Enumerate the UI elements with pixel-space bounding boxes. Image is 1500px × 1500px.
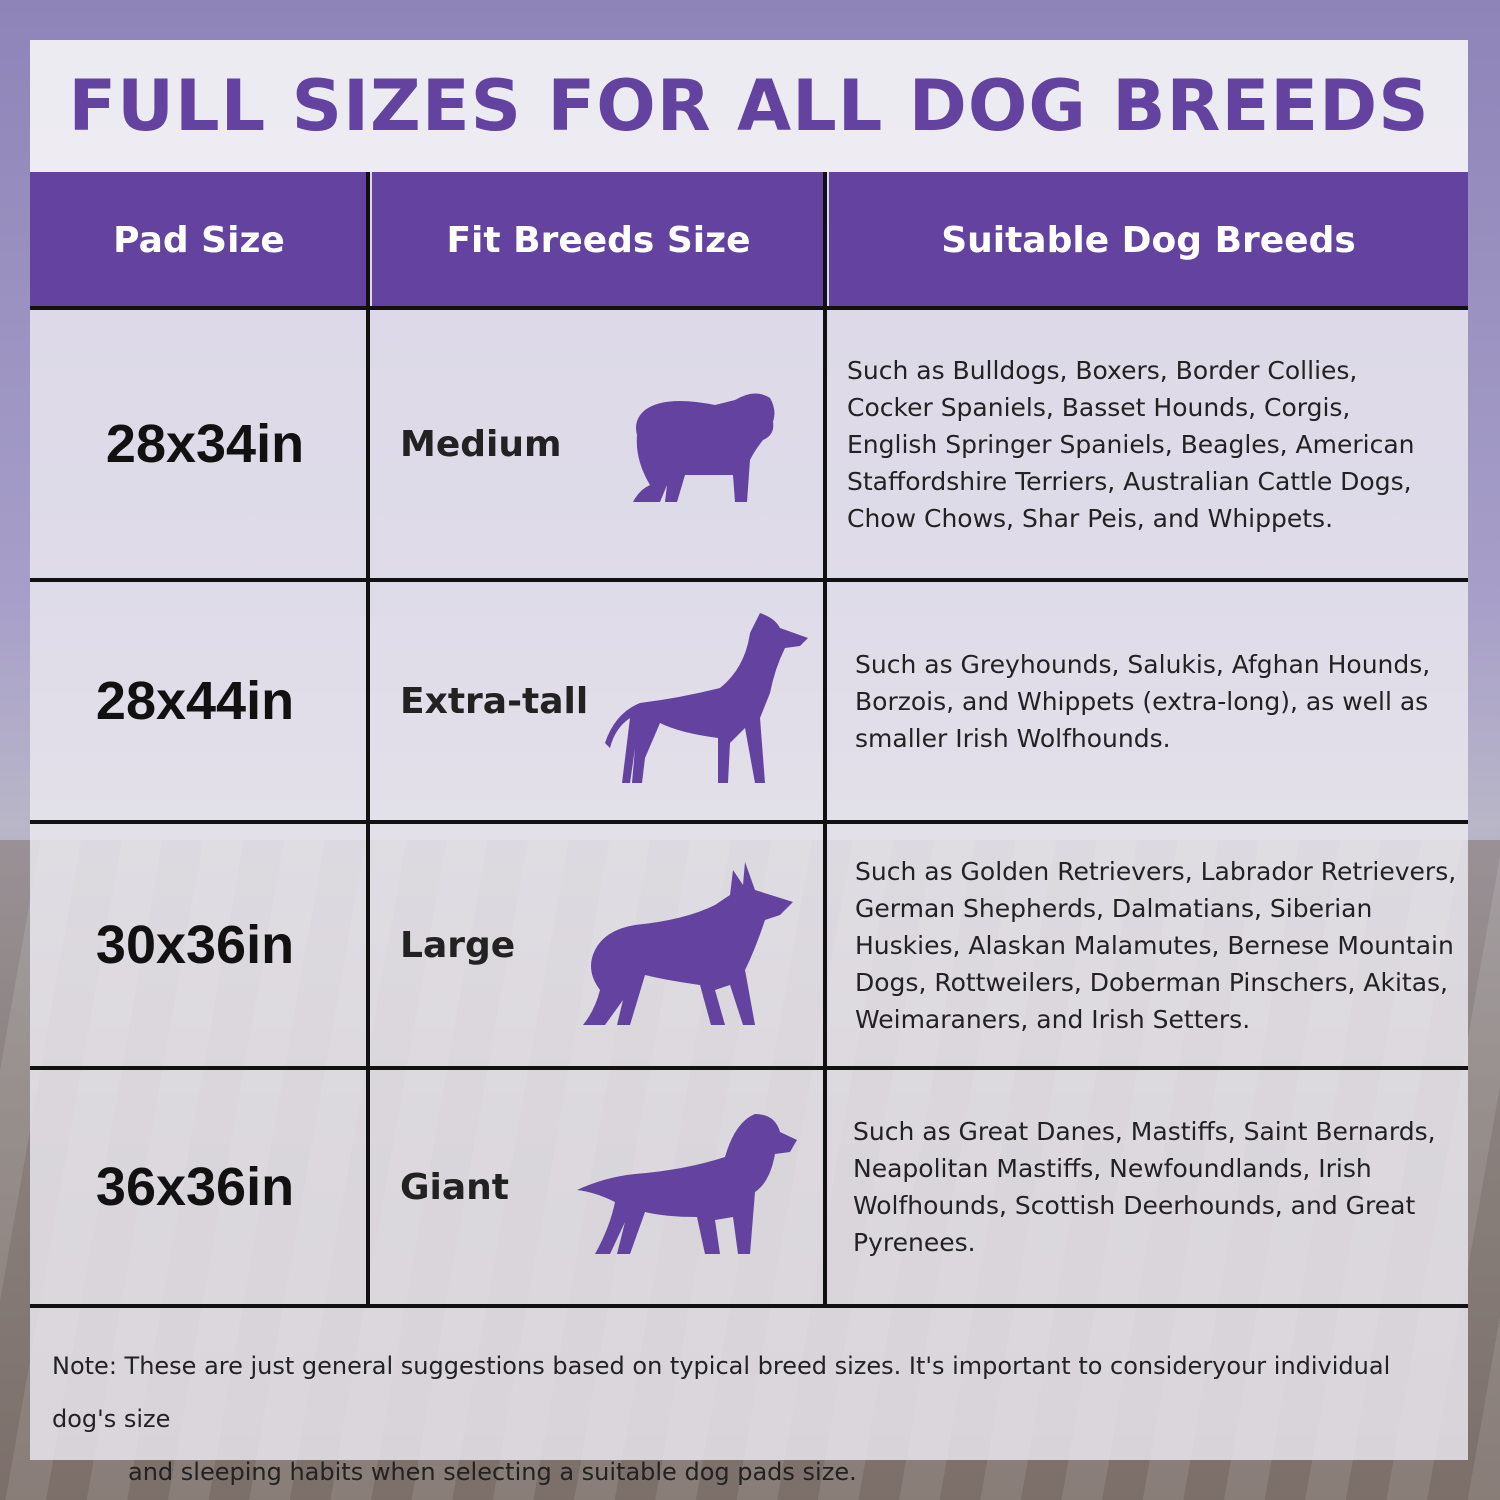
row-divider (30, 820, 1468, 824)
header-pad-size: Pad Size (30, 172, 368, 308)
note: Note: These are just general suggestions… (52, 1340, 1452, 1499)
suitable-breeds: Such as Golden Retrievers, Labrador Retr… (855, 856, 1457, 1034)
page-title: FULL SIZES FOR ALL DOG BREEDS (30, 40, 1468, 172)
pad-size: 30x36in (95, 915, 295, 975)
header-fit-breeds-size: Fit Breeds Size (372, 172, 825, 308)
header-suitable-breeds: Suitable Dog Breeds (829, 172, 1468, 308)
setter-silhouette-icon (577, 1114, 797, 1254)
greyhound-silhouette-icon (605, 613, 808, 783)
pad-size: 36x36in (95, 1157, 295, 1217)
pad-size: 28x34in (105, 414, 305, 474)
bulldog-silhouette-icon (633, 393, 775, 502)
fit-size: Extra-tall (400, 680, 589, 722)
column-divider (366, 172, 370, 1306)
shepherd-silhouette-icon (583, 862, 793, 1025)
note-line-1: Note: These are just general suggestions… (52, 1352, 1391, 1433)
suitable-breeds: Such as Bulldogs, Boxers, Border Collies… (847, 355, 1415, 533)
pad-size: 28x44in (95, 671, 295, 731)
row-divider (30, 578, 1468, 582)
suitable-breeds: Such as Greyhounds, Salukis, Afghan Houn… (855, 649, 1431, 753)
fit-size: Large (400, 924, 516, 966)
suitable-breeds: Such as Great Danes, Mastiffs, Saint Ber… (853, 1117, 1436, 1257)
fit-size: Giant (400, 1166, 510, 1208)
row-divider (30, 1304, 1468, 1308)
row-divider (30, 1066, 1468, 1070)
fit-size: Medium (400, 423, 562, 465)
column-divider (823, 172, 827, 1306)
row-divider (30, 306, 1468, 310)
note-line-2: and sleeping habits when selecting a sui… (128, 1458, 857, 1486)
size-chart: FULL SIZES FOR ALL DOG BREEDS Pad Size F… (30, 40, 1468, 1486)
